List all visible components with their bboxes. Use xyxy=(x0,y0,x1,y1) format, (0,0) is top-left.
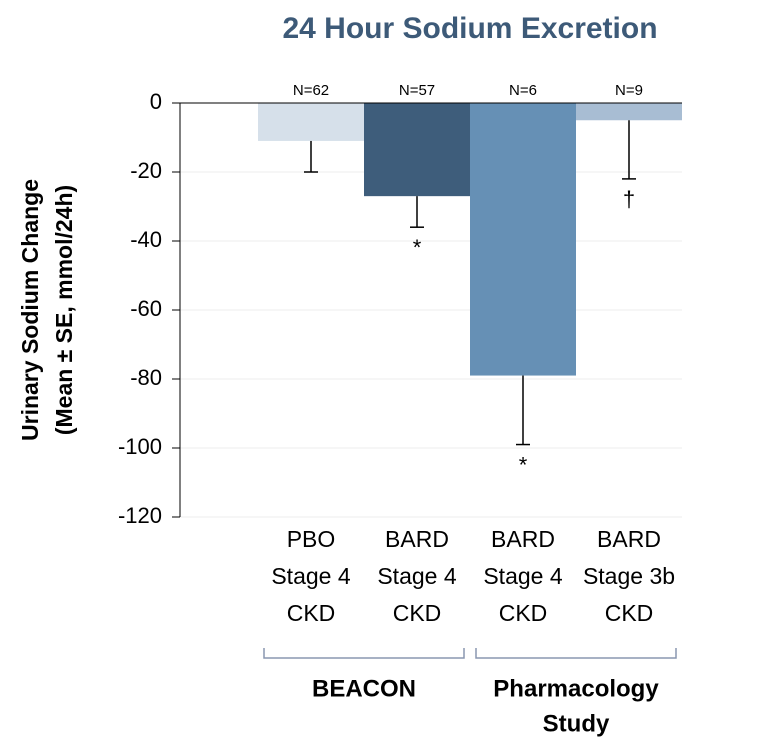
chart-title: 24 Hour Sodium Excretion xyxy=(282,12,657,45)
y-tick-label: -40 xyxy=(130,227,162,252)
n-label: N=57 xyxy=(399,82,435,99)
y-axis-title: (Mean ± SE, mmol/24h) xyxy=(51,185,77,435)
annotation: * xyxy=(519,452,528,477)
annotation: * xyxy=(413,235,422,260)
bar xyxy=(470,103,576,376)
bar xyxy=(364,103,470,197)
y-axis-title: Urinary Sodium Change xyxy=(17,179,43,441)
n-label: N=6 xyxy=(509,82,537,99)
x-tick-label: CKD xyxy=(605,600,654,626)
bar xyxy=(576,103,682,121)
x-tick-label: BARD xyxy=(385,526,449,552)
x-tick-label: Stage 3b xyxy=(583,563,675,589)
x-tick-label: PBO xyxy=(287,526,336,552)
group-label: BEACON xyxy=(312,675,416,702)
group-label: Pharmacology xyxy=(493,675,659,702)
x-tick-label: CKD xyxy=(287,600,336,626)
y-tick-label: 0 xyxy=(150,89,162,114)
group-bracket xyxy=(475,648,677,659)
bar xyxy=(258,103,364,141)
y-tick-label: -80 xyxy=(130,365,162,390)
annotation: † xyxy=(623,187,635,212)
x-tick-label: CKD xyxy=(499,600,548,626)
x-tick-label: Stage 4 xyxy=(483,563,562,589)
n-label: N=9 xyxy=(615,82,643,99)
x-tick-label: CKD xyxy=(393,600,442,626)
group-label: Study xyxy=(543,710,610,737)
group-bracket xyxy=(263,648,465,659)
y-tick-label: -20 xyxy=(130,158,162,183)
x-tick-label: BARD xyxy=(491,526,555,552)
n-label: N=62 xyxy=(293,82,329,99)
x-tick-label: Stage 4 xyxy=(271,563,350,589)
x-tick-label: Stage 4 xyxy=(377,563,456,589)
y-tick-label: -100 xyxy=(118,434,162,459)
y-tick-label: -120 xyxy=(118,503,162,528)
y-tick-label: -60 xyxy=(130,296,162,321)
x-tick-label: BARD xyxy=(597,526,661,552)
